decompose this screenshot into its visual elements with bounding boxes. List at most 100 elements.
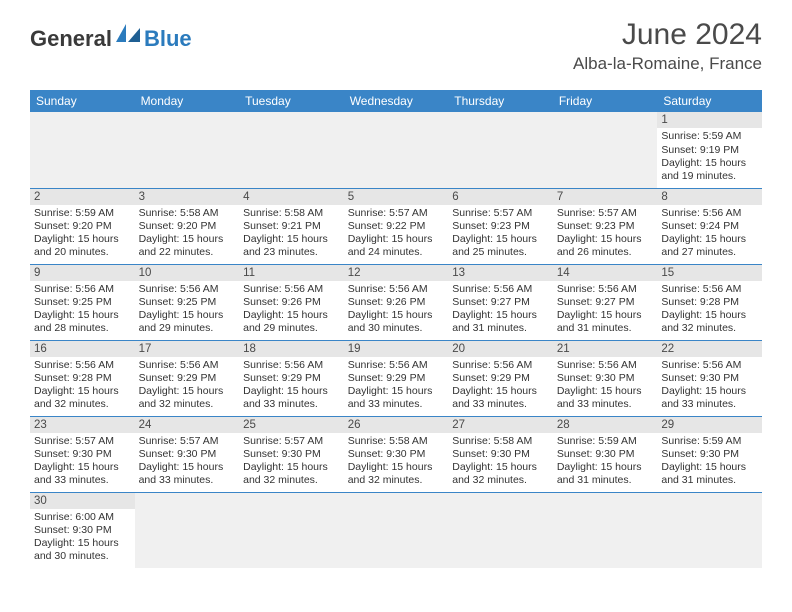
day-details: Sunrise: 5:59 AMSunset: 9:19 PMDaylight:… (661, 130, 758, 183)
day-number: 12 (344, 265, 449, 281)
calendar-cell-empty (448, 112, 553, 188)
calendar-cell: 21 Sunrise: 5:56 AMSunset: 9:30 PMDayligh… (553, 340, 658, 416)
day-details: Sunrise: 5:57 AMSunset: 9:23 PMDaylight:… (557, 207, 654, 260)
day-number: 7 (553, 189, 658, 205)
calendar-cell: 15 Sunrise: 5:56 AMSunset: 9:28 PMDayligh… (657, 264, 762, 340)
calendar-cell-empty (135, 492, 240, 568)
day-number: 23 (30, 417, 135, 433)
day-details: Sunrise: 5:57 AMSunset: 9:22 PMDaylight:… (348, 207, 445, 260)
day-number: 24 (135, 417, 240, 433)
day-details: Sunrise: 5:59 AMSunset: 9:30 PMDaylight:… (661, 435, 758, 488)
day-number: 21 (553, 341, 658, 357)
day-number: 6 (448, 189, 553, 205)
weekday-header: Wednesday (344, 90, 449, 112)
calendar-row: 1 Sunrise: 5:59 AMSunset: 9:19 PMDaylight… (30, 112, 762, 188)
calendar-cell-empty (239, 112, 344, 188)
calendar-row: 23Sunrise: 5:57 AMSunset: 9:30 PMDayligh… (30, 416, 762, 492)
weekday-header: Friday (553, 90, 658, 112)
day-number: 10 (135, 265, 240, 281)
day-number: 4 (239, 189, 344, 205)
logo-text-general: General (30, 26, 112, 52)
calendar-cell-empty (553, 492, 658, 568)
day-details: Sunrise: 5:59 AMSunset: 9:20 PMDaylight:… (34, 207, 131, 260)
weekday-header: Thursday (448, 90, 553, 112)
day-details: Sunrise: 5:56 AMSunset: 9:28 PMDaylight:… (34, 359, 131, 412)
day-number: 16 (30, 341, 135, 357)
calendar-table: SundayMondayTuesdayWednesdayThursdayFrid… (30, 90, 762, 568)
logo: General Blue (30, 24, 192, 53)
day-number: 22 (657, 341, 762, 357)
calendar-cell: 9 Sunrise: 5:56 AMSunset: 9:25 PMDaylight… (30, 264, 135, 340)
day-details: Sunrise: 5:57 AMSunset: 9:30 PMDaylight:… (243, 435, 340, 488)
day-number: 20 (448, 341, 553, 357)
calendar-cell: 6Sunrise: 5:57 AMSunset: 9:23 PMDaylight… (448, 188, 553, 264)
day-number: 25 (239, 417, 344, 433)
calendar-cell: 7 Sunrise: 5:57 AMSunset: 9:23 PMDaylight… (553, 188, 658, 264)
calendar-cell: 17Sunrise: 5:56 AMSunset: 9:29 PMDayligh… (135, 340, 240, 416)
calendar-cell: 8Sunrise: 5:56 AMSunset: 9:24 PMDaylight… (657, 188, 762, 264)
weekday-header: Tuesday (239, 90, 344, 112)
calendar-cell-empty (448, 492, 553, 568)
calendar-cell-empty (30, 112, 135, 188)
day-number: 11 (239, 265, 344, 281)
calendar-cell: 27Sunrise: 5:58 AMSunset: 9:30 PMDayligh… (448, 416, 553, 492)
calendar-cell-empty (135, 112, 240, 188)
weekday-header: Monday (135, 90, 240, 112)
day-details: Sunrise: 5:57 AMSunset: 9:30 PMDaylight:… (139, 435, 236, 488)
day-details: Sunrise: 5:56 AMSunset: 9:26 PMDaylight:… (243, 283, 340, 336)
calendar-cell: 11 Sunrise: 5:56 AMSunset: 9:26 PMDayligh… (239, 264, 344, 340)
day-number: 8 (657, 189, 762, 205)
calendar-cell: 23 Sunrise: 5:57 AMSunset: 9:30 PMDayligh… (30, 416, 135, 492)
day-details: Sunrise: 5:57 AMSunset: 9:30 PMDaylight:… (34, 435, 131, 488)
day-number: 13 (448, 265, 553, 281)
day-details: Sunrise: 5:56 AMSunset: 9:30 PMDaylight:… (557, 359, 654, 412)
day-details: Sunrise: 5:56 AMSunset: 9:28 PMDaylight:… (661, 283, 758, 336)
day-number: 28 (553, 417, 658, 433)
day-number: 29 (657, 417, 762, 433)
calendar-cell: 19Sunrise: 5:56 AMSunset: 9:29 PMDayligh… (344, 340, 449, 416)
day-number: 9 (30, 265, 135, 281)
day-number: 30 (30, 493, 135, 509)
day-number: 18 (239, 341, 344, 357)
day-details: Sunrise: 5:56 AMSunset: 9:29 PMDaylight:… (348, 359, 445, 412)
calendar-cell: 2 Sunrise: 5:59 AMSunset: 9:20 PMDaylight… (30, 188, 135, 264)
calendar-cell: 26 Sunrise: 5:58 AMSunset: 9:30 PMDayligh… (344, 416, 449, 492)
day-details: Sunrise: 5:56 AMSunset: 9:25 PMDaylight:… (34, 283, 131, 336)
day-number: 26 (344, 417, 449, 433)
month-title: June 2024 (573, 18, 762, 52)
title-block: June 2024 Alba-la-Romaine, France (573, 18, 762, 74)
day-details: Sunrise: 5:56 AMSunset: 9:26 PMDaylight:… (348, 283, 445, 336)
calendar-cell: 13 Sunrise: 5:56 AMSunset: 9:27 PMDayligh… (448, 264, 553, 340)
day-details: Sunrise: 5:56 AMSunset: 9:30 PMDaylight:… (661, 359, 758, 412)
day-number: 5 (344, 189, 449, 205)
day-number: 14 (553, 265, 658, 281)
day-details: Sunrise: 5:56 AMSunset: 9:25 PMDaylight:… (139, 283, 236, 336)
day-number: 15 (657, 265, 762, 281)
calendar-row: 16 Sunrise: 5:56 AMSunset: 9:28 PMDayligh… (30, 340, 762, 416)
calendar-cell: 4 Sunrise: 5:58 AMSunset: 9:21 PMDaylight… (239, 188, 344, 264)
calendar-cell: 30 Sunrise: 6:00 AMSunset: 9:30 PMDayligh… (30, 492, 135, 568)
calendar-cell: 1 Sunrise: 5:59 AMSunset: 9:19 PMDaylight… (657, 112, 762, 188)
day-details: Sunrise: 5:58 AMSunset: 9:30 PMDaylight:… (348, 435, 445, 488)
logo-sail-icon (116, 24, 142, 49)
day-details: Sunrise: 5:58 AMSunset: 9:21 PMDaylight:… (243, 207, 340, 260)
calendar-cell: 18Sunrise: 5:56 AMSunset: 9:29 PMDayligh… (239, 340, 344, 416)
day-details: Sunrise: 5:58 AMSunset: 9:20 PMDaylight:… (139, 207, 236, 260)
calendar-cell: 3Sunrise: 5:58 AMSunset: 9:20 PMDaylight… (135, 188, 240, 264)
calendar-cell: 5 Sunrise: 5:57 AMSunset: 9:22 PMDaylight… (344, 188, 449, 264)
day-number: 2 (30, 189, 135, 205)
day-details: Sunrise: 5:56 AMSunset: 9:27 PMDaylight:… (452, 283, 549, 336)
day-details: Sunrise: 5:59 AMSunset: 9:30 PMDaylight:… (557, 435, 654, 488)
calendar-cell: 25 Sunrise: 5:57 AMSunset: 9:30 PMDayligh… (239, 416, 344, 492)
calendar-cell-empty (239, 492, 344, 568)
weekday-header: Saturday (657, 90, 762, 112)
day-number: 27 (448, 417, 553, 433)
day-details: Sunrise: 6:00 AMSunset: 9:30 PMDaylight:… (34, 511, 131, 564)
calendar-cell-empty (344, 112, 449, 188)
calendar-head: SundayMondayTuesdayWednesdayThursdayFrid… (30, 90, 762, 112)
calendar-row: 9Sunrise: 5:56 AMSunset: 9:25 PMDaylight… (30, 264, 762, 340)
calendar-cell-empty (553, 112, 658, 188)
day-number: 1 (657, 112, 762, 128)
day-details: Sunrise: 5:56 AMSunset: 9:27 PMDaylight:… (557, 283, 654, 336)
weekday-header: Sunday (30, 90, 135, 112)
